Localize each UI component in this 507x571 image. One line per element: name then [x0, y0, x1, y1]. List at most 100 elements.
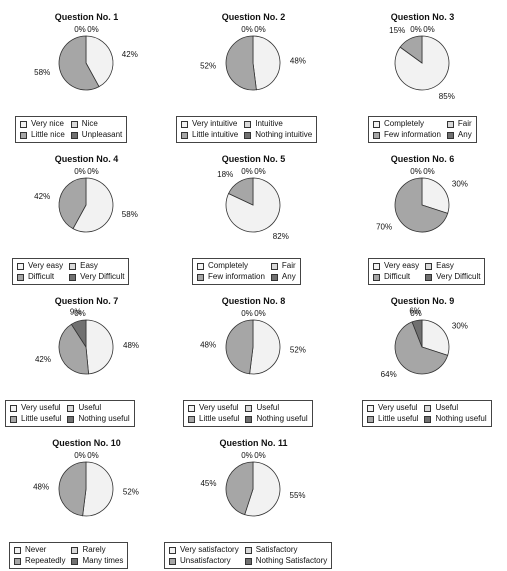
- pie-chart: 42% 58% 0% 0%: [34, 25, 138, 91]
- slice-percent-label: 9%: [70, 308, 82, 317]
- chart-title: Question No. 7: [54, 296, 119, 306]
- legend-swatch: [69, 273, 77, 281]
- legend-label: Useful: [256, 403, 280, 412]
- pie-chart: 55% 45% 0% 0%: [200, 451, 306, 517]
- legend-label: Very useful: [21, 403, 61, 412]
- slice-percent-label: 0%: [241, 451, 253, 460]
- slice-percent-label: 55%: [290, 491, 306, 500]
- chart-title: Question No. 1: [54, 12, 119, 22]
- legend-label: Any: [457, 130, 472, 139]
- pie-slice-1: [244, 461, 281, 517]
- pie-slice-1: [85, 35, 114, 88]
- slice-percent-label: 0%: [87, 25, 99, 34]
- slice-percent-label: 30%: [452, 321, 468, 330]
- legend-label: Difficult: [384, 272, 411, 281]
- legend-item: Nice: [70, 119, 122, 129]
- legend-item: Nothing Satisfactory: [244, 556, 328, 566]
- chart-panel-7: Question No. 7 48% 42% 9% 0% Very useful Usefu…: [2, 284, 171, 427]
- pie-chart: 48% 42% 9%0%: [35, 308, 139, 375]
- legend-label: Little useful: [21, 414, 62, 423]
- chart-panel-4: Question No. 4 58% 42% 0% 0% Very easy Easy Dif…: [2, 142, 171, 285]
- legend-item: Nothing useful: [67, 414, 130, 424]
- legend-label: Useful: [78, 403, 102, 412]
- legend-swatch: [69, 262, 77, 270]
- pie-slice-1: [72, 177, 114, 233]
- legend-label: Nothing Satisfactory: [255, 556, 328, 565]
- legend-item: Easy: [69, 261, 124, 271]
- legend-swatch: [169, 546, 176, 554]
- slice-percent-label: 42%: [122, 50, 138, 59]
- pie-chart: 30% 70% 0% 0%: [376, 167, 468, 233]
- legend-swatch: [71, 546, 79, 554]
- slice-percent-label: 0%: [74, 309, 86, 318]
- legend-swatch: [270, 262, 278, 270]
- legend-item: Nothing useful: [424, 414, 487, 424]
- slice-percent-label: 52%: [200, 61, 216, 70]
- chart-panel-5: Question No. 5 82% 18% 0% 0% Completely Fair Fe…: [169, 142, 338, 285]
- legend-label: Very satisfactory: [180, 545, 239, 554]
- slice-percent-label: 0%: [74, 167, 86, 176]
- legend-swatch: [70, 120, 78, 128]
- legend-swatch: [446, 120, 454, 128]
- legend-label: Unpleasant: [81, 130, 123, 139]
- legend-item: Very Difficult: [425, 272, 480, 282]
- slice-percent-label: 0%: [74, 451, 86, 460]
- legend: Very useful Useful Little useful Nothing us…: [183, 400, 313, 427]
- legend-label: Unsatisfactory: [180, 556, 231, 565]
- legend-swatch: [424, 404, 432, 412]
- legend-label: Little nice: [31, 130, 65, 139]
- legend-swatch: [181, 120, 188, 128]
- slice-percent-label: 0%: [87, 167, 99, 176]
- legend-item: Very nice: [20, 119, 65, 129]
- legend-label: Little useful: [199, 414, 240, 423]
- pie-slice-3: [58, 323, 90, 375]
- legend-swatch: [367, 415, 374, 423]
- slice-percent-label: 48%: [123, 341, 139, 350]
- slice-percent-label: 0%: [87, 451, 99, 460]
- legend-label: Very Difficult: [80, 272, 125, 281]
- legend: Never Rarely Repeatedly Many times: [9, 542, 129, 569]
- pie-chart: 82% 18% 0% 0%: [217, 167, 289, 241]
- legend-swatch: [14, 546, 21, 554]
- legend: Completely Fair Few information Any: [368, 116, 477, 143]
- legend-item: Any: [446, 130, 472, 140]
- legend-swatch: [169, 557, 176, 565]
- slice-percent-label: 45%: [200, 479, 216, 488]
- pie-slice-1: [82, 461, 114, 517]
- pie-slice-3: [399, 35, 423, 64]
- pie-slice-4: [70, 319, 87, 349]
- legend-item: Very satisfactory: [169, 545, 239, 555]
- legend-swatch: [245, 404, 253, 412]
- legend: Very intuitive Intuitive Little intuitive N…: [176, 116, 318, 143]
- legend-swatch: [14, 557, 21, 565]
- legend: Very easy Easy Difficult Very Difficult: [12, 258, 130, 285]
- legend-label: Nothing useful: [256, 414, 308, 423]
- legend-swatch: [188, 404, 195, 412]
- pie-chart: 85% 15% 0% 0%: [389, 25, 455, 101]
- pie-slice-1: [421, 177, 450, 214]
- legend-item: Unpleasant: [70, 130, 123, 140]
- legend: Very easy Easy Difficult Very Difficult: [368, 258, 486, 285]
- legend-swatch: [425, 273, 433, 281]
- legend: Completely Fair Few information Any: [192, 258, 301, 285]
- chart-panel-11: Question No. 11 55% 45% 0% 0% Very satisfacto…: [164, 426, 338, 569]
- legend-swatch: [197, 262, 204, 270]
- chart-title: Question No. 10: [52, 438, 121, 448]
- legend-swatch: [373, 273, 380, 281]
- legend-swatch: [70, 131, 78, 139]
- legend-label: Very Difficult: [436, 272, 481, 281]
- legend-label: Rarely: [82, 545, 106, 554]
- slice-percent-label: 42%: [34, 192, 50, 201]
- chart-title: Question No. 6: [390, 154, 455, 164]
- legend-swatch: [244, 131, 252, 139]
- legend-item: Any: [270, 272, 296, 282]
- chart-title: Question No. 2: [221, 12, 286, 22]
- chart-title: Question No. 5: [221, 154, 286, 164]
- legend-label: Intuitive: [255, 119, 283, 128]
- slice-percent-label: 58%: [122, 210, 138, 219]
- legend-swatch: [424, 415, 432, 423]
- legend-swatch: [373, 262, 380, 270]
- legend-label: Few information: [208, 272, 265, 281]
- legend-item: Little intuitive: [181, 130, 238, 140]
- slice-percent-label: 48%: [33, 483, 49, 492]
